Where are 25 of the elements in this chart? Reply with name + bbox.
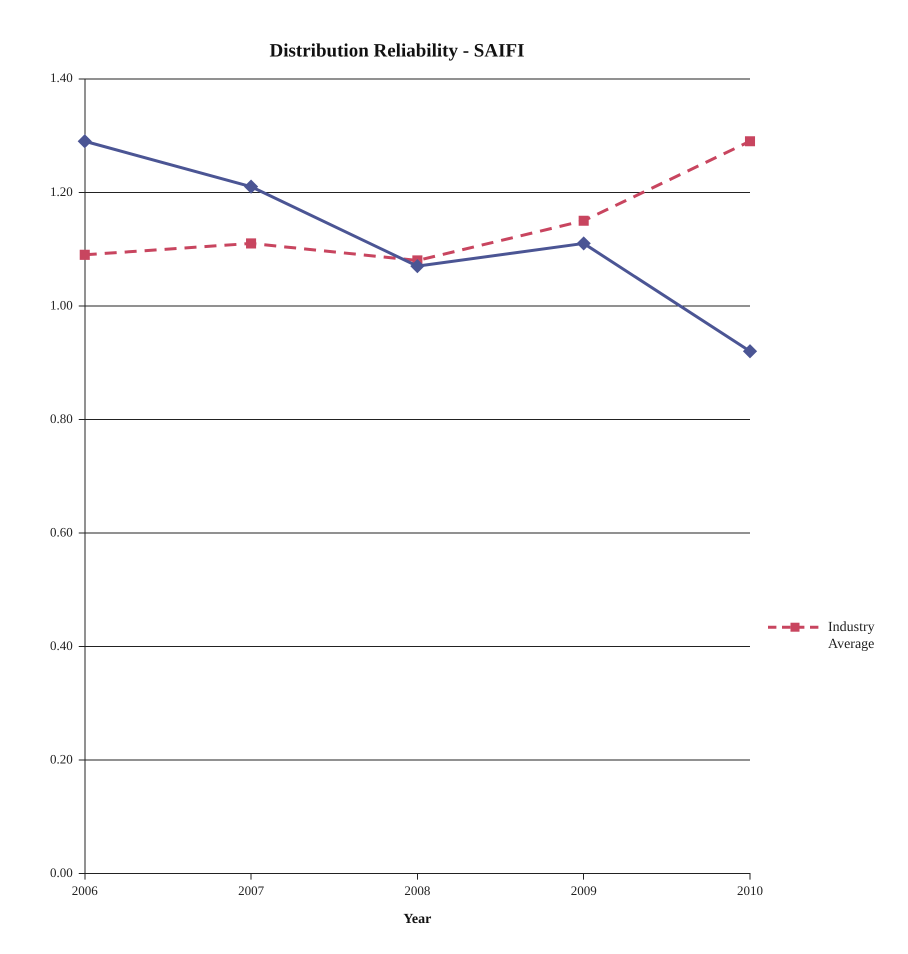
- x-axis-title: Year: [403, 912, 432, 928]
- point: [744, 344, 756, 358]
- x-tick-label: 2008: [404, 882, 430, 898]
- x-tick-label: 2010: [737, 882, 763, 898]
- y-tick-label: 0.60: [50, 524, 73, 540]
- point: [78, 134, 92, 148]
- x-tick-label: 2009: [570, 882, 597, 898]
- chart-title: Distribution Reliability - SAIFI: [270, 40, 524, 62]
- x-tick-label: 2007: [238, 882, 265, 898]
- y-tick-label: 0.40: [50, 638, 73, 653]
- y-tick-label: 0.80: [50, 410, 73, 426]
- y-tick-label: 1.20: [50, 184, 73, 199]
- point: [578, 216, 589, 226]
- point: [246, 238, 256, 248]
- point: [244, 180, 258, 194]
- point: [577, 236, 590, 250]
- x-tick-label: 2006: [72, 882, 98, 898]
- y-tick-label: 1.40: [50, 70, 73, 86]
- point: [410, 260, 424, 273]
- y-tick-label: 1.00: [50, 297, 73, 312]
- legend-label: Industry Average: [828, 620, 875, 652]
- point: [80, 250, 90, 260]
- y-tick-label: 0.20: [50, 751, 73, 766]
- y-tick-label: 0.00: [50, 865, 73, 880]
- point: [744, 136, 756, 146]
